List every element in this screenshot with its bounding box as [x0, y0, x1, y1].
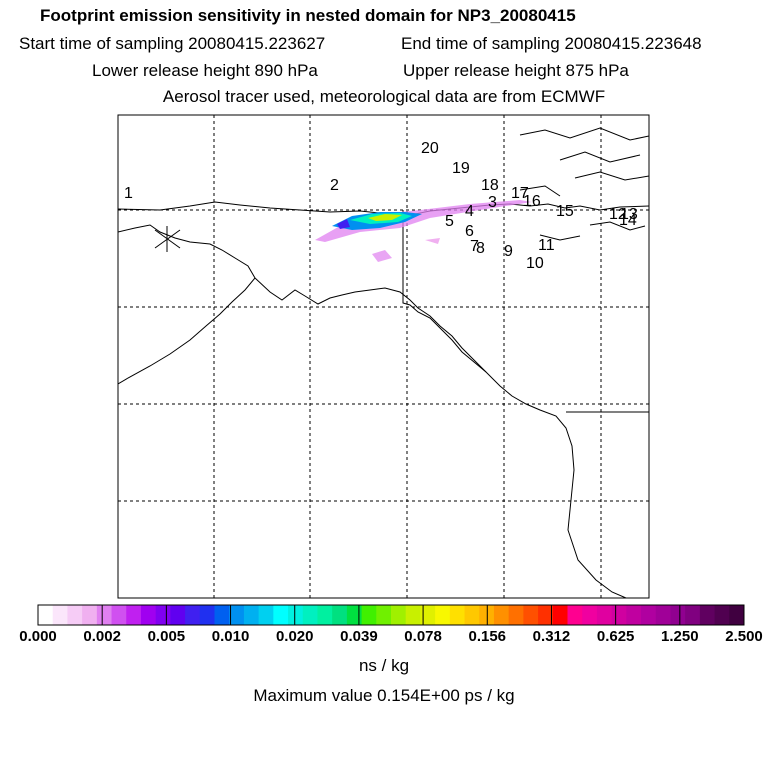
plot-title: Footprint emission sensitivity in nested…: [40, 6, 576, 25]
colorbar-cell: [199, 605, 215, 625]
colorbar-cell: [82, 605, 98, 625]
release-point-label: 15: [556, 203, 574, 220]
colorbar-cell: [302, 605, 318, 625]
release-point-label: 6: [465, 223, 474, 240]
release-point-label: 7: [470, 238, 479, 255]
colorbar-tick-label: 0.078: [404, 628, 442, 645]
colorbar-cell: [405, 605, 421, 625]
colorbar-cell: [52, 605, 68, 625]
colorbar-tick-label: 2.500: [725, 628, 763, 645]
colorbar-cell: [185, 605, 201, 625]
colorbar-cell: [288, 605, 304, 625]
release-point-label: 8: [476, 240, 485, 257]
colorbar-cell: [38, 605, 54, 625]
release-point-label: 19: [452, 160, 470, 177]
colorbar-cell: [155, 605, 171, 625]
colorbar-units: ns / kg: [358, 656, 410, 675]
colorbar-cell: [170, 605, 186, 625]
maximum-value: Maximum value 0.154E+00 ps / kg: [253, 686, 515, 705]
colorbar-cell: [229, 605, 245, 625]
colorbar-cell: [523, 605, 539, 625]
colorbar-cell: [626, 605, 642, 625]
colorbar-tick-label: 0.002: [83, 628, 121, 645]
colorbar-cell: [641, 605, 657, 625]
colorbar-tick-label: 0.625: [596, 628, 635, 645]
colorbar-cell: [552, 605, 568, 625]
sampling-start: Start time of sampling 20080415.223627: [19, 34, 326, 53]
release-point-label: 20: [421, 140, 439, 157]
release-point-label: 9: [504, 243, 513, 260]
colorbar-cell: [391, 605, 407, 625]
colorbar-cell: [420, 605, 436, 625]
colorbar-cell: [508, 605, 524, 625]
colorbar-cell: [449, 605, 466, 625]
colorbar-cell: [596, 605, 613, 625]
colorbar-cell: [376, 605, 392, 625]
colorbar-cell: [435, 605, 451, 625]
colorbar-cell: [729, 605, 745, 625]
colorbar-tick-label: 1.250: [661, 628, 699, 645]
colorbar-tick-label: 0.312: [532, 628, 571, 645]
colorbar-tick-label: 0.020: [275, 628, 314, 645]
colorbar-cell: [655, 605, 671, 625]
release-point-label: 2: [330, 177, 339, 194]
colorbar-tick-label: 0.010: [211, 628, 250, 645]
release-point-label: 3: [488, 194, 497, 211]
release-point-label: 17: [511, 185, 529, 202]
lat-lon-grid: [118, 115, 649, 598]
release-point-label: 10: [526, 255, 544, 272]
colorbar-cell: [346, 605, 363, 625]
colorbar-cell: [464, 605, 480, 625]
colorbar-cell: [685, 605, 701, 625]
colorbar-cell: [111, 605, 127, 625]
upper-release-height: Upper release height 875 hPa: [403, 61, 629, 80]
colorbar-cell: [67, 605, 83, 625]
release-point-label: 14: [619, 212, 637, 229]
release-point-label: 11: [538, 237, 555, 254]
colorbar-cell: [258, 605, 274, 625]
release-point-label: 18: [481, 177, 499, 194]
colorbar-cell: [214, 605, 230, 625]
colorbar-cell: [243, 605, 260, 625]
footprint-plume: [315, 200, 532, 262]
release-point-label: 16: [523, 193, 541, 210]
colorbar-cell: [582, 605, 598, 625]
colorbar-cell: [493, 605, 510, 625]
colorbar-cell: [126, 605, 142, 625]
colorbar-cell: [670, 605, 686, 625]
colorbar-tick-label: 0.005: [147, 628, 186, 645]
colorbar-cell: [332, 605, 348, 625]
colorbar-cell: [611, 605, 627, 625]
release-point-label: 4: [465, 203, 474, 220]
release-point-label: 12: [609, 206, 627, 223]
colorbar-tick-label: 0.156: [468, 628, 507, 645]
colorbar-cell: [567, 605, 583, 625]
colorbar-tick-label: 0.039: [340, 628, 378, 645]
release-point-label: 5: [445, 213, 454, 230]
colorbar-cell: [273, 605, 289, 625]
northern-islands: [519, 127, 649, 241]
sampling-end: End time of sampling 20080415.223648: [401, 34, 702, 53]
release-point-label: 1: [124, 185, 133, 202]
colorbar-cell: [96, 605, 113, 625]
colorbar-cell: [140, 605, 157, 625]
colorbar-cell: [317, 605, 333, 625]
release-point-label: 13: [620, 206, 638, 223]
colorbar-cell: [699, 605, 716, 625]
tracer-note: Aerosol tracer used, meteorological data…: [162, 87, 606, 106]
release-cross-marker: [154, 226, 181, 252]
colorbar-cell: [714, 605, 730, 625]
lower-release-height: Lower release height 890 hPa: [92, 61, 318, 80]
colorbar-tick-label: 0.000: [19, 628, 57, 645]
colorbar-cell: [361, 605, 377, 625]
colorbar-cell: [538, 605, 554, 625]
map-frame: [117, 114, 650, 599]
